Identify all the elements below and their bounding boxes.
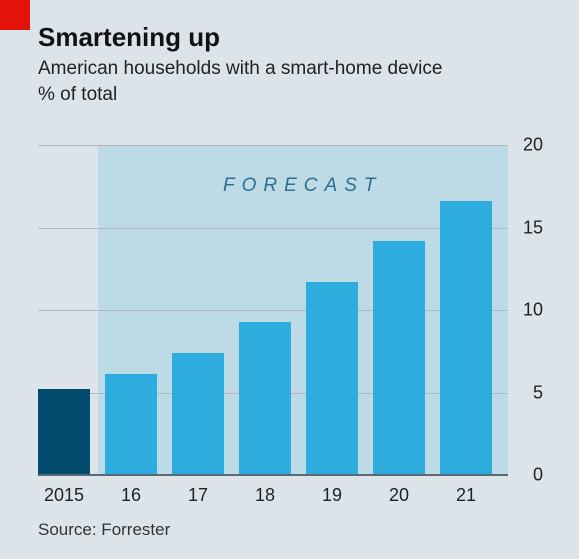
chart-area: FORECAST 05101520 [38, 145, 543, 475]
y-tick-label: 10 [513, 300, 543, 321]
chart-title: Smartening up [38, 22, 220, 53]
chart-subtitle: American households with a smart-home de… [38, 58, 442, 80]
x-tick-label: 20 [389, 485, 409, 506]
bars-group [38, 145, 508, 475]
y-tick-label: 15 [513, 217, 543, 238]
x-tick-label: 17 [188, 485, 208, 506]
bar [105, 374, 157, 475]
x-tick-label: 18 [255, 485, 275, 506]
bar [172, 353, 224, 475]
x-tick-label: 2015 [44, 485, 84, 506]
bar [38, 389, 90, 475]
bar [440, 201, 492, 475]
y-tick-label: 0 [513, 465, 543, 486]
y-tick-label: 20 [513, 135, 543, 156]
y-tick-label: 5 [513, 382, 543, 403]
bar [373, 241, 425, 475]
baseline [38, 474, 508, 476]
bar [239, 322, 291, 475]
chart-unit: % of total [38, 84, 117, 106]
brand-accent [0, 0, 30, 30]
x-tick-label: 21 [456, 485, 476, 506]
x-tick-label: 16 [121, 485, 141, 506]
source-text: Source: Forrester [38, 520, 170, 540]
x-tick-label: 19 [322, 485, 342, 506]
plot-area: FORECAST [38, 145, 508, 475]
bar [306, 282, 358, 475]
